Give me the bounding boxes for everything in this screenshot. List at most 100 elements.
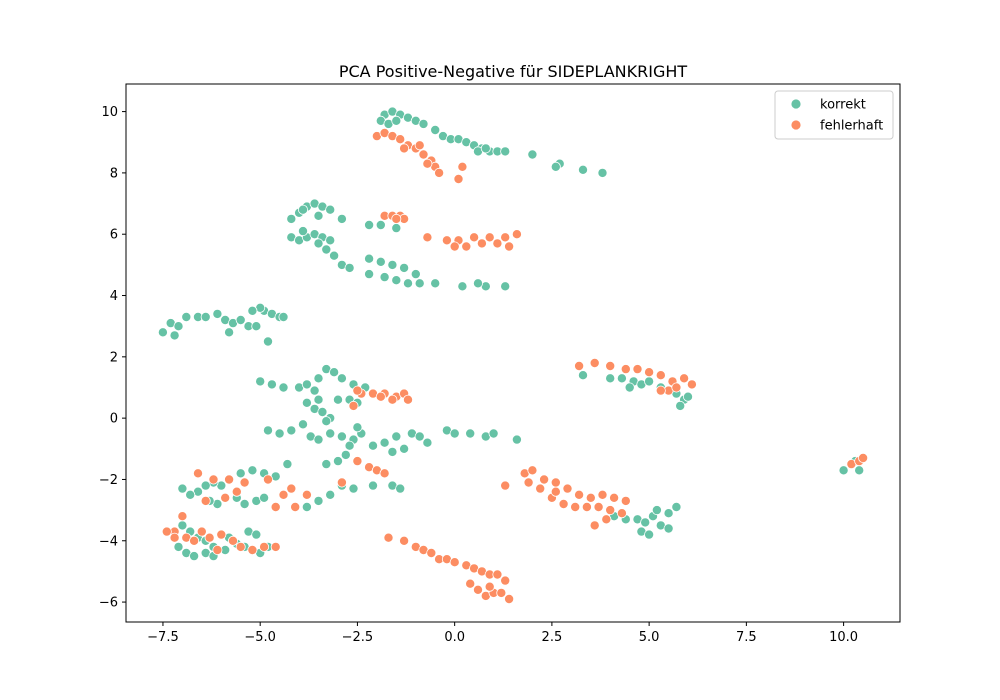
point-korrekt-64 <box>472 278 483 289</box>
point-fehlerhaft-14 <box>414 140 425 151</box>
point-korrekt-200 <box>651 505 662 516</box>
point-fehlerhaft-37 <box>402 394 413 405</box>
point-korrekt-43 <box>325 235 336 246</box>
point-korrekt-156 <box>325 489 336 500</box>
point-fehlerhaft-69 <box>235 541 246 552</box>
point-fehlerhaft-40 <box>352 385 363 396</box>
point-fehlerhaft-104 <box>655 370 666 381</box>
point-fehlerhaft-53 <box>192 468 203 479</box>
point-korrekt-149 <box>239 498 250 509</box>
legend-label-fehlerhaft: fehlerhaft <box>820 119 883 134</box>
point-korrekt-114 <box>336 431 347 442</box>
point-fehlerhaft-56 <box>200 495 211 506</box>
point-korrekt-100 <box>317 406 328 417</box>
point-korrekt-179 <box>251 529 262 540</box>
point-fehlerhaft-21 <box>441 235 452 246</box>
y-tick-label: 8 <box>110 166 118 181</box>
point-korrekt-32 <box>313 210 324 221</box>
point-fehlerhaft-27 <box>492 238 503 249</box>
point-fehlerhaft-84 <box>620 495 631 506</box>
point-korrekt-47 <box>329 250 340 261</box>
point-korrekt-93 <box>329 367 340 378</box>
point-korrekt-175 <box>189 551 200 562</box>
point-korrekt-185 <box>644 376 655 387</box>
point-fehlerhaft-55 <box>220 492 231 503</box>
point-korrekt-159 <box>367 480 378 491</box>
point-fehlerhaft-58 <box>290 501 301 512</box>
point-korrekt-60 <box>399 262 410 273</box>
point-korrekt-94 <box>336 373 347 384</box>
point-korrekt-45 <box>297 226 308 237</box>
point-fehlerhaft-49 <box>262 474 273 485</box>
point-korrekt-198 <box>663 523 674 534</box>
point-fehlerhaft-13 <box>453 173 464 184</box>
point-korrekt-61 <box>410 269 421 280</box>
point-fehlerhaft-11 <box>422 158 433 169</box>
y-tick-label: 4 <box>110 289 118 304</box>
point-korrekt-191 <box>675 400 686 411</box>
point-fehlerhaft-62 <box>161 526 172 537</box>
point-korrekt-193 <box>624 382 635 393</box>
point-fehlerhaft-71 <box>259 541 270 552</box>
point-fehlerhaft-82 <box>597 489 608 500</box>
point-korrekt-52 <box>391 275 402 286</box>
point-korrekt-33 <box>297 204 308 215</box>
point-fehlerhaft-78 <box>550 477 561 488</box>
x-tick-label: 5.0 <box>639 630 660 645</box>
point-fehlerhaft-89 <box>581 501 592 512</box>
point-korrekt-146 <box>185 489 196 500</box>
point-korrekt-18 <box>500 146 511 157</box>
point-fehlerhaft-123 <box>492 569 503 580</box>
point-fehlerhaft-99 <box>589 357 600 368</box>
point-fehlerhaft-52 <box>208 474 219 485</box>
point-korrekt-53 <box>402 278 413 289</box>
x-tick-label: 10.0 <box>829 630 858 645</box>
point-fehlerhaft-72 <box>270 541 281 552</box>
point-fehlerhaft-10 <box>399 143 410 154</box>
point-fehlerhaft-9 <box>434 167 445 178</box>
point-korrekt-74 <box>235 314 246 325</box>
point-fehlerhaft-3 <box>395 134 406 145</box>
point-korrekt-37 <box>391 223 402 234</box>
point-fehlerhaft-98 <box>574 360 585 371</box>
point-fehlerhaft-45 <box>379 468 390 479</box>
point-korrekt-182 <box>616 373 627 384</box>
point-korrekt-80 <box>278 311 289 322</box>
point-korrekt-25 <box>597 167 608 178</box>
legend-label-korrekt: korrekt <box>820 98 866 113</box>
point-fehlerhaft-93 <box>523 477 534 488</box>
point-fehlerhaft-88 <box>570 501 581 512</box>
legend: korrekt fehlerhaft <box>774 90 894 140</box>
point-fehlerhaft-130 <box>504 594 515 605</box>
point-korrekt-70 <box>200 311 211 322</box>
point-fehlerhaft-42 <box>352 456 363 467</box>
point-korrekt-102 <box>332 394 343 405</box>
point-korrekt-23 <box>550 161 561 172</box>
point-korrekt-208 <box>854 465 865 476</box>
chart-title: PCA Positive-Negative für SIDEPLANKRIGHT <box>339 62 688 81</box>
point-fehlerhaft-24 <box>469 232 480 243</box>
point-korrekt-34 <box>336 213 347 224</box>
point-korrekt-62 <box>364 253 375 264</box>
point-fehlerhaft-109 <box>655 385 666 396</box>
x-tick-label: −7.5 <box>147 630 179 645</box>
point-korrekt-5 <box>418 118 429 129</box>
point-korrekt-158 <box>348 483 359 494</box>
x-tick-label: −5.0 <box>244 630 276 645</box>
point-fehlerhaft-110 <box>671 382 682 393</box>
point-korrekt-107 <box>297 419 308 430</box>
point-korrekt-126 <box>332 456 343 467</box>
point-fehlerhaft-118 <box>449 557 460 568</box>
point-fehlerhaft-60 <box>177 511 188 522</box>
point-korrekt-82 <box>247 305 258 316</box>
point-korrekt-133 <box>488 428 499 439</box>
point-korrekt-35 <box>364 219 375 230</box>
point-korrekt-125 <box>340 449 351 460</box>
point-fehlerhaft-6 <box>418 149 429 160</box>
point-korrekt-21 <box>527 149 538 160</box>
point-fehlerhaft-102 <box>632 364 643 375</box>
point-korrekt-105 <box>313 394 324 405</box>
point-korrekt-131 <box>465 428 476 439</box>
point-fehlerhaft-39 <box>348 400 359 411</box>
